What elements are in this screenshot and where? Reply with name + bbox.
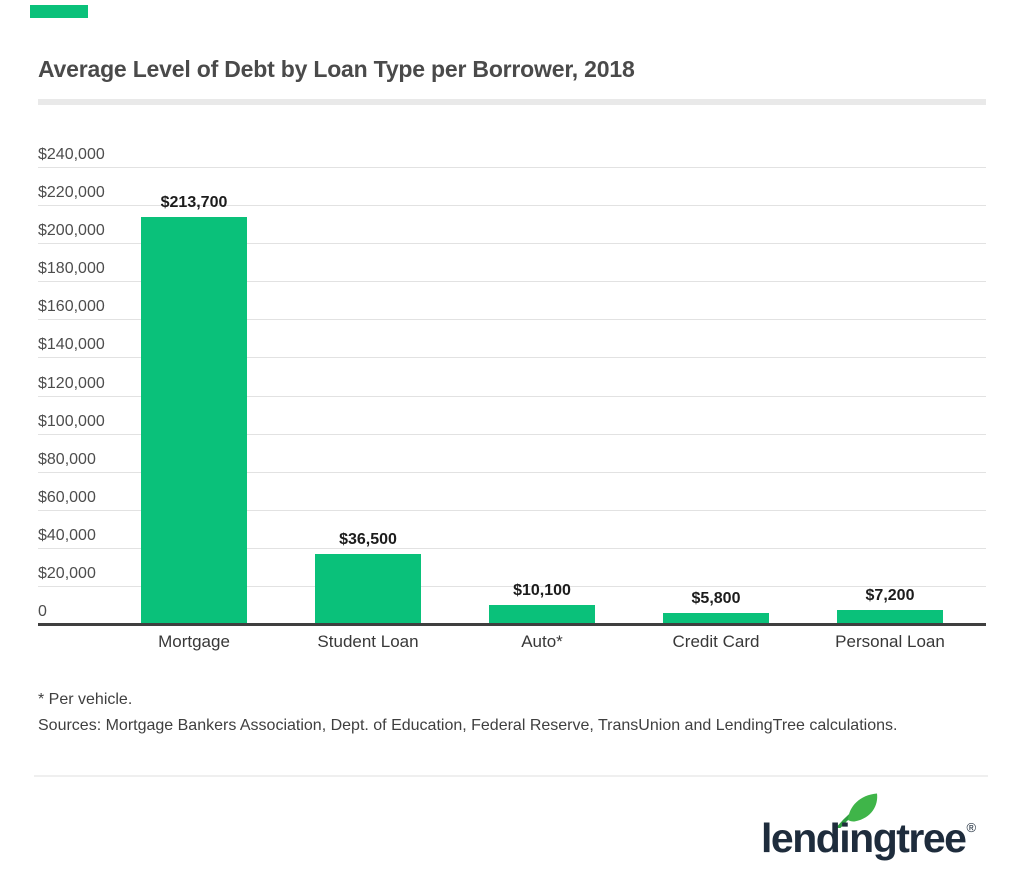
y-tick-label: $40,000 xyxy=(38,527,96,544)
y-tick-label: $180,000 xyxy=(38,260,105,277)
title-divider xyxy=(38,99,986,105)
category-label: Auto* xyxy=(521,632,563,651)
y-tick-label: $160,000 xyxy=(38,298,105,315)
bar-value-label: $5,800 xyxy=(691,589,741,607)
bar xyxy=(837,610,943,624)
gridline xyxy=(38,357,986,358)
bottom-divider xyxy=(34,775,988,777)
bar-value-label: $213,700 xyxy=(160,194,228,212)
bar xyxy=(489,604,595,624)
gridline xyxy=(38,472,986,473)
bar xyxy=(663,612,769,624)
x-axis-line xyxy=(38,623,986,626)
category-label: Personal Loan xyxy=(835,632,945,651)
y-tick-label: $220,000 xyxy=(38,184,105,201)
lendingtree-leaf-icon xyxy=(837,793,878,828)
bar xyxy=(315,554,421,624)
footnote-sources: Sources: Mortgage Bankers Association, D… xyxy=(38,717,898,734)
gridline xyxy=(38,548,986,549)
footnote-per-vehicle: * Per vehicle. xyxy=(38,691,133,708)
lendingtree-logo: lendingtree® xyxy=(761,815,977,862)
bar xyxy=(141,217,247,624)
y-tick-label: $240,000 xyxy=(38,146,105,163)
registered-trademark-symbol: ® xyxy=(966,820,977,835)
category-label: Credit Card xyxy=(672,632,760,651)
y-tick-label: $20,000 xyxy=(38,565,96,582)
category-label: Mortgage xyxy=(158,632,230,651)
gridline xyxy=(38,167,986,168)
gridline xyxy=(38,243,986,244)
gridline xyxy=(38,205,986,206)
chart-title: Average Level of Debt by Loan Type per B… xyxy=(38,56,635,82)
bar-value-label: $36,500 xyxy=(339,531,397,549)
gridline xyxy=(38,281,986,282)
y-tick-label: $60,000 xyxy=(38,489,96,506)
gridline xyxy=(38,319,986,320)
gridline xyxy=(38,396,986,397)
bar-value-label: $7,200 xyxy=(865,587,915,605)
y-tick-label: 0 xyxy=(38,603,47,620)
gridline xyxy=(38,434,986,435)
gridline xyxy=(38,586,986,587)
y-tick-label: $120,000 xyxy=(38,375,105,392)
y-tick-label: $140,000 xyxy=(38,336,105,353)
category-label: Student Loan xyxy=(317,632,419,651)
lendingtree-logo-text: lendingtree xyxy=(761,815,967,861)
y-tick-label: $80,000 xyxy=(38,451,96,468)
bar-value-label: $10,100 xyxy=(513,581,571,599)
brand-accent-mark xyxy=(30,5,88,18)
y-tick-label: $200,000 xyxy=(38,222,105,239)
y-tick-label: $100,000 xyxy=(38,413,105,430)
gridline xyxy=(38,510,986,511)
